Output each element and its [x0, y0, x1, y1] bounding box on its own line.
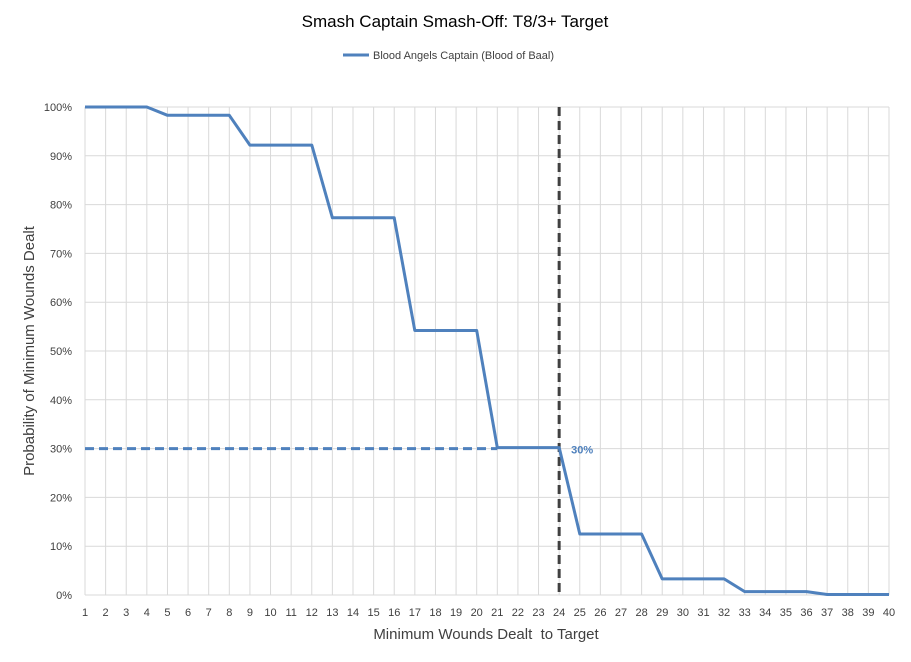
x-axis-ticks: 1 2 3 4 5 6 7 8 9 10 11 12 13 14 15 16 17 18 19 20 21 22 23 24 2…	[82, 607, 895, 619]
x-tick-label: 28	[635, 607, 647, 619]
x-tick-label: 3	[123, 607, 129, 619]
x-tick-label: 40	[883, 607, 895, 619]
x-tick-label: 29	[656, 607, 668, 619]
x-tick-label: 25	[574, 607, 586, 619]
x-tick-label: 31	[697, 607, 709, 619]
y-tick-label: 70%	[50, 248, 72, 260]
y-axis-label: Probability of Minimum Wounds Dealt	[21, 225, 38, 476]
x-tick-label: 37	[821, 607, 833, 619]
x-tick-label: 38	[842, 607, 854, 619]
legend-label: Blood Angels Captain (Blood of Baal)	[373, 50, 554, 62]
x-tick-label: 39	[862, 607, 874, 619]
x-tick-label: 23	[532, 607, 544, 619]
x-tick-label: 36	[800, 607, 812, 619]
x-tick-label: 8	[226, 607, 232, 619]
x-tick-label: 11	[285, 607, 296, 619]
grid	[84, 106, 890, 596]
x-tick-label: 9	[247, 607, 253, 619]
x-tick-label: 1	[82, 607, 88, 619]
x-tick-label: 17	[409, 607, 421, 619]
x-tick-label: 15	[367, 607, 379, 619]
y-tick-label: 80%	[50, 200, 72, 212]
x-tick-label: 4	[144, 607, 150, 619]
x-tick-label: 14	[347, 607, 359, 619]
y-tick-label: 90%	[50, 151, 72, 163]
x-tick-label: 13	[326, 607, 338, 619]
x-tick-label: 34	[759, 607, 771, 619]
x-tick-label: 21	[491, 607, 503, 619]
x-tick-label: 22	[512, 607, 524, 619]
x-tick-label: 10	[264, 607, 276, 619]
series-line	[85, 105, 889, 596]
y-tick-label: 30%	[50, 444, 72, 456]
y-tick-label: 0%	[56, 590, 72, 602]
y-tick-label: 10%	[50, 541, 72, 553]
x-tick-label: 33	[739, 607, 751, 619]
y-tick-label: 100%	[44, 102, 72, 114]
annotation-label: 30%	[571, 445, 593, 457]
x-tick-label: 18	[429, 607, 441, 619]
x-tick-label: 2	[103, 607, 109, 619]
y-tick-label: 40%	[50, 395, 72, 407]
x-tick-label: 20	[471, 607, 483, 619]
x-tick-label: 26	[594, 607, 606, 619]
y-axis-ticks: 0% 10% 20% 30% 40% 50% 60% 70% 80% 90% 100%	[44, 102, 72, 602]
y-tick-label: 60%	[50, 297, 72, 309]
x-tick-label: 12	[306, 607, 318, 619]
x-tick-label: 6	[185, 607, 191, 619]
y-tick-label: 50%	[50, 346, 72, 358]
x-tick-label: 30	[677, 607, 689, 619]
x-tick-label: 16	[388, 607, 400, 619]
x-tick-label: 27	[615, 607, 627, 619]
series-group	[85, 105, 889, 596]
x-tick-label: 19	[450, 607, 462, 619]
reference-lines	[85, 107, 561, 595]
y-tick-label: 20%	[50, 492, 72, 504]
x-tick-label: 5	[164, 607, 170, 619]
legend: Blood Angels Captain (Blood of Baal)	[343, 50, 554, 62]
x-tick-label: 24	[553, 607, 565, 619]
x-tick-label: 32	[718, 607, 730, 619]
x-tick-label: 7	[206, 607, 212, 619]
x-tick-label: 35	[780, 607, 792, 619]
x-axis-label: Minimum Wounds Dealt to Target	[373, 626, 599, 643]
chart-title: Smash Captain Smash-Off: T8/3+ Target	[302, 12, 609, 31]
